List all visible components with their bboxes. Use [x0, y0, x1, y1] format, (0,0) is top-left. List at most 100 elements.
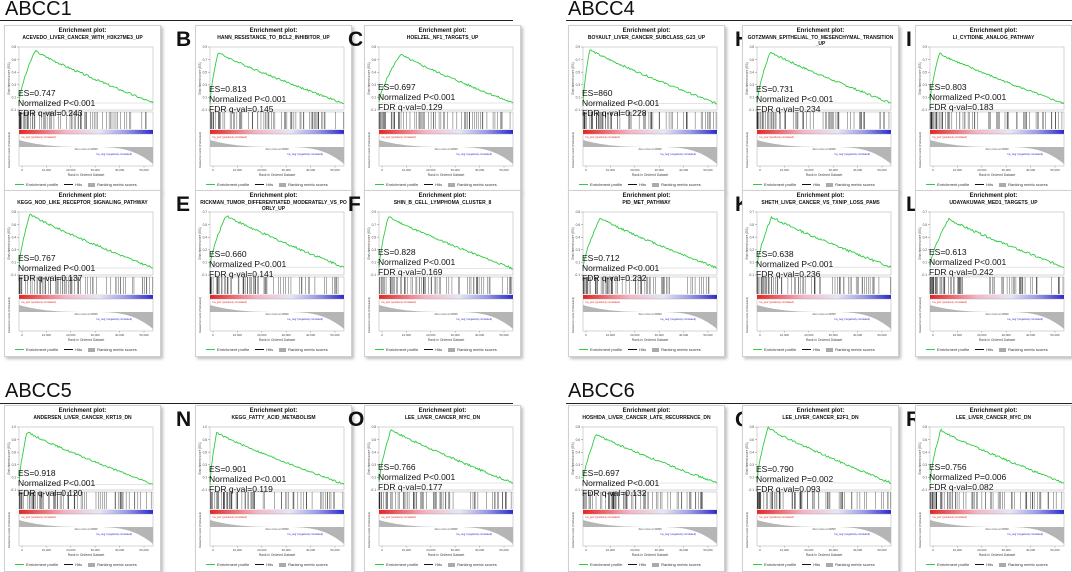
es-ytick-label: 0.7: [923, 58, 928, 62]
x-tick-label: 50,000: [499, 548, 509, 552]
panel-h: Enrichment plot: GOTZMANN_EPITHELIAL_TO_M…: [742, 25, 899, 192]
es-ytick-label: 0.9: [576, 45, 581, 49]
panel-l: Enrichment plot: UDAYAKUMAR_MED1_TARGETS_…: [915, 190, 1072, 357]
enrichment-curve: [756, 216, 892, 268]
x-tick-label: 20,000: [630, 548, 640, 552]
x-tick-label: 40,000: [306, 168, 316, 172]
panel-title: SHETH_LIVER_CANCER_VS_TXNIP_LOSS_PAM5: [761, 200, 880, 206]
es-ytick-label: 0.3: [576, 463, 581, 467]
panel-header: Enrichment plot:: [418, 408, 467, 414]
x-tick-label: 40,000: [306, 548, 316, 552]
es-ylabel: Enrichment score (ES): [571, 442, 575, 474]
x-tick-label: 40,000: [853, 333, 863, 337]
panel-p: Enrichment plot: HOSHIDA_LIVER_CANCER_LAT…: [568, 405, 725, 572]
es-plot-frame: [929, 211, 1065, 276]
es-ytick-label: 0.1: [923, 476, 928, 480]
legend-ranking-swatch: [826, 347, 834, 352]
legend-profile-label: Enrichment profile: [386, 347, 419, 353]
es-value: ES=0.790: [756, 464, 794, 474]
x-tick-label: 30,000: [282, 333, 292, 337]
es-ylabel: Enrichment score (ES): [918, 62, 922, 94]
es-ylabel: Enrichment score (ES): [745, 442, 749, 474]
zero-cross-label: Zero cross at 30898: [434, 527, 458, 531]
zero-cross-label: Zero cross at 30898: [638, 147, 662, 151]
legend-hits-label: Hits: [435, 347, 443, 353]
es-ylabel: Enrichment score (ES): [198, 227, 202, 259]
es-plot-frame: [209, 426, 345, 491]
legend-profile-swatch: [206, 564, 215, 566]
x-tick-label: 30,000: [451, 168, 461, 172]
normalized-p: Normalized P<0.001: [378, 472, 456, 482]
rank-gradient-bar: [379, 130, 513, 134]
es-plot-frame: [18, 426, 154, 491]
enrichment-stats: ES=0.756 Normalized P=0.006 FDR q-val=0.08…: [929, 462, 1006, 492]
x-tick-label: 50,000: [1050, 168, 1060, 172]
x-tick-label: 30,000: [655, 548, 665, 552]
neg-corr-label: 'na_neg' (negatively correlated): [96, 152, 132, 156]
es-ytick-label: 0.6: [372, 58, 377, 62]
zero-cross-label: Zero cross at 30898: [74, 527, 98, 531]
es-ytick-label: 0.1: [12, 261, 17, 265]
x-tick-label: 20,000: [66, 168, 76, 172]
enrichment-curve: [929, 428, 1065, 484]
enrichment-stats: ES=0.697 Normalized P<0.001 FDR q-val=0.13…: [582, 468, 659, 498]
gsea-plot-q: -0.1 0.1 0.3 0.4 0.6 0.8 Enrichment score (ES)…: [745, 425, 892, 557]
legend-profile-label: Enrichment profile: [590, 182, 623, 188]
es-ytick-label: -0.1: [202, 488, 208, 492]
enrichment-curve: [582, 49, 718, 105]
legend-hits-swatch: [975, 184, 985, 186]
x-tick-label: 0: [932, 548, 934, 552]
neg-corr-label: 'na_neg' (negatively correlated): [96, 317, 132, 321]
neg-corr-label: 'na_neg' (negatively correlated): [287, 532, 323, 536]
x-tick-label: 0: [212, 168, 214, 172]
enrichment-stats: ES=860 Normalized P<0.001 FDR q-val=0.228: [582, 88, 659, 118]
gsea-plot-l: -0.1 0.1 0.2 0.4 0.5 0.7 Enrichment score (ES)…: [918, 210, 1065, 342]
panel-c: Enrichment plot: HOELZEL_NF1_TARGETS_UP -0…: [364, 25, 521, 192]
rank-metric-area: [930, 140, 1064, 164]
legend-ranking-label: Ranking metric scores: [288, 347, 328, 353]
es-value: ES=860: [582, 88, 613, 98]
es-value: ES=0.767: [18, 253, 56, 263]
legend-ranking-swatch: [999, 182, 1007, 187]
normalized-p: Normalized P<0.001: [582, 263, 660, 273]
x-tick-label: 30,000: [282, 548, 292, 552]
legend-profile-swatch: [579, 564, 588, 566]
legend-ranking-label: Ranking metric scores: [1008, 182, 1048, 188]
panel-title: BOYAULT_LIVER_CANCER_SUBCLASS_G23_UP: [587, 35, 706, 41]
legend-hits-swatch: [975, 564, 985, 566]
es-ytick-label: 0.5: [203, 223, 208, 227]
gsea-plot-a: -0.1 0.1 0.3 0.4 0.6 0.8 Enrichment score (ES)…: [7, 45, 154, 177]
es-ytick-label: 0.8: [12, 45, 17, 49]
x-tick-label: 10,000: [780, 548, 790, 552]
es-ytick-label: 0.4: [12, 235, 17, 239]
normalized-p: Normalized P<0.001: [209, 259, 287, 269]
legend-hits-label: Hits: [266, 347, 274, 353]
legend-profile-label: Enrichment profile: [386, 182, 419, 188]
legend-hits-swatch: [424, 349, 434, 351]
es-ytick-label: 0.1: [12, 96, 17, 100]
rank-ylabel: Ranked list metric (PreRanked): [198, 512, 202, 548]
panel-header: Enrichment plot:: [969, 28, 1018, 34]
es-ytick-label: 0.8: [12, 438, 17, 442]
es-ytick-label: 0.6: [12, 58, 17, 62]
es-value: ES=0.660: [209, 249, 247, 259]
panel-label-n: N: [176, 408, 192, 431]
panel-label-b: B: [176, 28, 192, 51]
legend-hits-swatch: [64, 184, 74, 186]
normalized-p: Normalized P<0.001: [929, 257, 1007, 267]
panel-title: LI_CYTIDINE_ANALOG_PATHWAY: [952, 35, 1035, 41]
zero-cross-label: Zero cross at 30898: [812, 527, 836, 531]
legend-ranking-label: Ranking metric scores: [661, 182, 701, 188]
plot-legend: Enrichment profile Hits Ranking metric sco…: [753, 562, 875, 567]
panel-header: Enrichment plot:: [58, 28, 107, 34]
pos-corr-label: 'na_pos' (positively correlated): [212, 515, 247, 519]
x-tick-label: 30,000: [655, 168, 665, 172]
es-ytick-label: 0.4: [923, 235, 928, 239]
x-tick-label: 40,000: [115, 333, 125, 337]
x-tick-label: 40,000: [853, 168, 863, 172]
es-value: ES=0.756: [929, 462, 967, 472]
es-ylabel: Enrichment score (ES): [745, 227, 749, 259]
x-axis-label: Rank in Ordered Dataset: [979, 338, 1016, 342]
x-tick-label: 50,000: [877, 548, 887, 552]
neg-corr-label: 'na_neg' (negatively correlated): [287, 152, 323, 156]
